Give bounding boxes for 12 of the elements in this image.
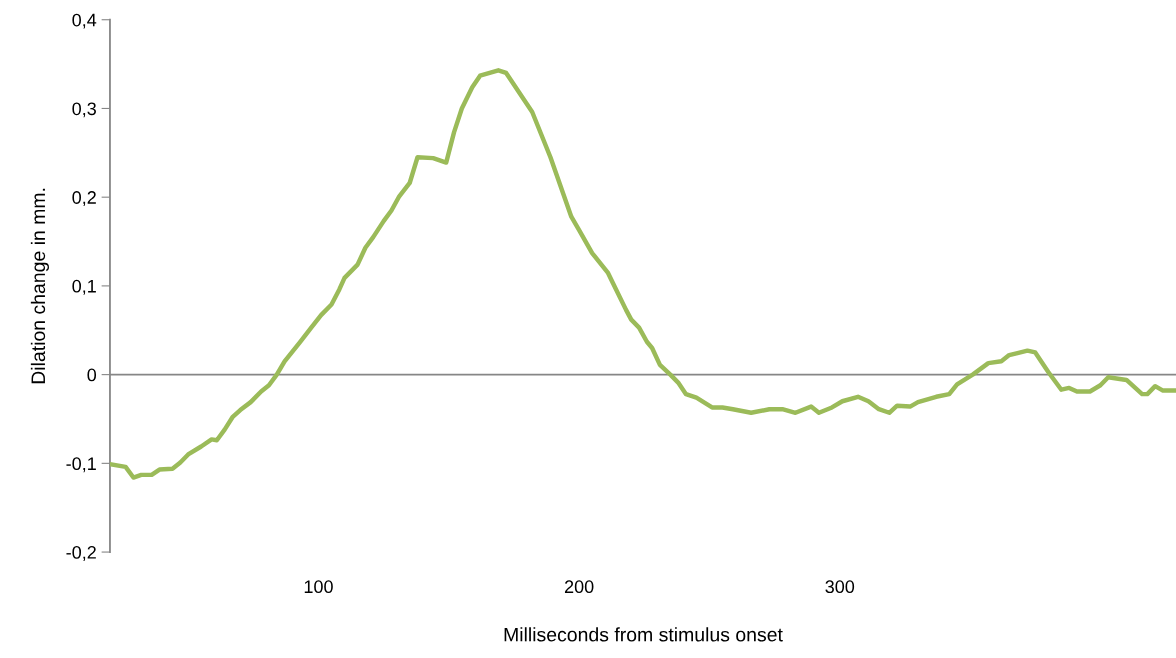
- y-axis-title: Dilation change in mm.: [30, 188, 49, 384]
- y-tick-label: 0,4: [72, 13, 97, 29]
- y-tick-label: 0: [87, 368, 97, 382]
- y-tick-label: -0,2: [66, 546, 96, 561]
- y-tick-label: 0,1: [72, 279, 96, 295]
- x-tick-label: 200: [564, 580, 594, 594]
- x-axis-title: Milliseconds from stimulus onset: [504, 627, 783, 642]
- x-tick-label: 100: [304, 580, 333, 594]
- y-tick-label: 0,2: [72, 191, 96, 207]
- y-tick-label: 0,3: [72, 102, 96, 118]
- x-tick-label: 300: [825, 580, 855, 594]
- y-tick-label: -0,1: [66, 457, 96, 473]
